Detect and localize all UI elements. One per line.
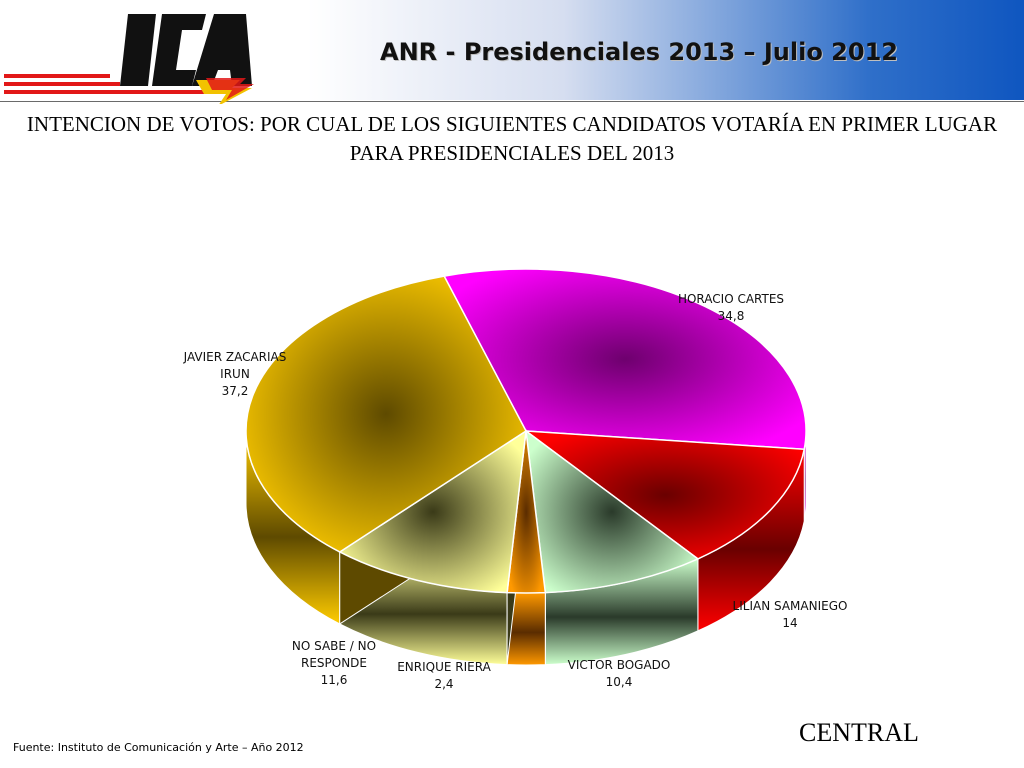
chart-question: INTENCION DE VOTOS: POR CUAL DE LOS SIGU… <box>26 112 998 165</box>
slice-name-label: IRUN <box>220 367 250 381</box>
slice-name-label: NO SABE / NO <box>292 639 376 653</box>
slice-name-label: LILIAN SAMANIEGO <box>733 599 848 613</box>
slice-name-label: VICTOR BOGADO <box>568 658 671 672</box>
slice-value-label: 11,6 <box>321 673 348 687</box>
slice-value-label: 37,2 <box>222 384 249 398</box>
deck-title: ANR - Presidenciales 2013 – Julio 2012 <box>380 38 898 66</box>
source-note: Fuente: Instituto de Comunicación y Arte… <box>13 741 304 754</box>
slice-name-label: JAVIER ZACARIAS <box>183 350 287 364</box>
pie-slice <box>245 275 527 553</box>
pie-slice <box>442 268 807 451</box>
pie-slice <box>525 429 700 594</box>
slice-name-label: HORACIO CARTES <box>678 292 784 306</box>
slice-value-label: 34,8 <box>718 309 745 323</box>
region-label: CENTRAL <box>799 718 919 747</box>
ica-logo <box>4 14 254 104</box>
slice-name-label: ENRIQUE RIERA <box>397 660 491 674</box>
slice-name-label: RESPONDE <box>301 656 367 670</box>
slice-value-label: 10,4 <box>606 675 633 689</box>
slice-value-label: 2,4 <box>434 677 453 691</box>
slice-value-label: 14 <box>782 616 797 630</box>
header-divider <box>0 101 1024 102</box>
pie-slice <box>523 430 806 560</box>
pie-slice <box>338 429 527 594</box>
